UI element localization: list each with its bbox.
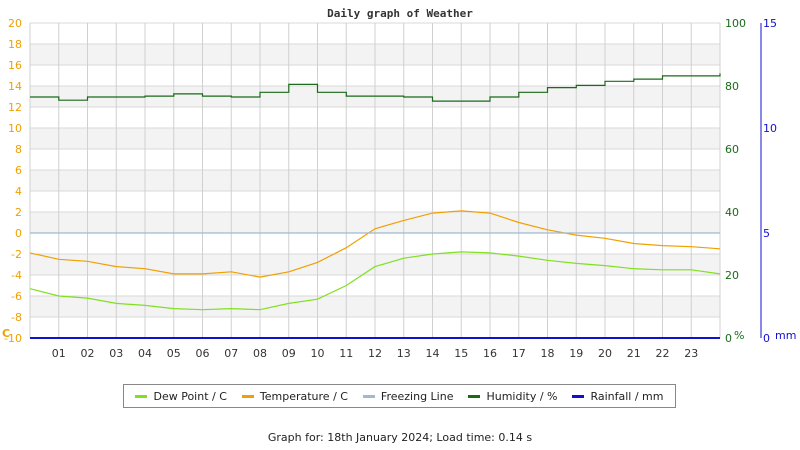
svg-text:2: 2: [15, 206, 22, 219]
legend-item-freezing-line: Freezing Line: [362, 389, 454, 403]
series-line: [29, 251, 721, 311]
svg-text:22: 22: [656, 347, 670, 360]
chart-title: Daily graph of Weather: [327, 7, 473, 20]
svg-text:-10: -10: [4, 332, 22, 345]
svg-text:12: 12: [8, 101, 22, 114]
svg-text:04: 04: [138, 347, 152, 360]
legend-label: Temperature / C: [259, 389, 348, 403]
chart-legend: Dew Point / C Temperature / C Freezing L…: [123, 384, 676, 408]
legend-swatch-temperature: [241, 394, 254, 398]
legend-label: Humidity / %: [486, 389, 558, 403]
svg-text:20: 20: [598, 347, 612, 360]
svg-text:02: 02: [81, 347, 95, 360]
svg-text:18: 18: [541, 347, 555, 360]
legend-label: Freezing Line: [380, 389, 454, 403]
svg-text:20: 20: [725, 269, 739, 282]
svg-text:12: 12: [368, 347, 382, 360]
legend-swatch-rainfall: [572, 394, 585, 398]
legend-item-temperature: Temperature / C: [241, 389, 348, 403]
svg-text:mm: mm: [775, 329, 796, 342]
legend-swatch-freezing-line: [362, 394, 375, 398]
svg-text:60: 60: [725, 143, 739, 156]
svg-text:14: 14: [426, 347, 440, 360]
svg-text:18: 18: [8, 38, 22, 51]
plot-series: [29, 73, 721, 339]
svg-text:03: 03: [109, 347, 123, 360]
svg-text:01: 01: [52, 347, 66, 360]
svg-text:05: 05: [167, 347, 181, 360]
svg-text:10: 10: [311, 347, 325, 360]
svg-text:-8: -8: [11, 311, 22, 324]
svg-text:15: 15: [454, 347, 468, 360]
svg-text:19: 19: [569, 347, 583, 360]
legend-swatch-humidity: [468, 394, 481, 398]
svg-text:13: 13: [397, 347, 411, 360]
svg-text:40: 40: [725, 206, 739, 219]
svg-text:10: 10: [763, 122, 777, 135]
svg-text:23: 23: [684, 347, 698, 360]
svg-text:C: C: [2, 327, 10, 340]
weather-chart: Daily graph of Weather 20181614121086420…: [2, 7, 796, 360]
svg-text:09: 09: [282, 347, 296, 360]
graph-footer: Graph for: 18th January 2024; Load time:…: [267, 431, 533, 444]
svg-text:16: 16: [8, 59, 22, 72]
series-line: [30, 73, 721, 102]
svg-text:17: 17: [512, 347, 526, 360]
legend-item-rainfall: Rainfall / mm: [572, 390, 663, 403]
legend-swatch-dew-point: [135, 394, 148, 398]
svg-text:08: 08: [253, 347, 267, 360]
svg-text:07: 07: [224, 347, 238, 360]
svg-text:16: 16: [483, 347, 497, 360]
svg-text:0: 0: [763, 332, 770, 345]
svg-text:-2: -2: [11, 248, 22, 261]
legend-item-humidity: Humidity / %: [468, 390, 557, 403]
legend-item-dew-point: Dew Point / C: [135, 389, 227, 403]
svg-text:-6: -6: [11, 290, 22, 303]
svg-text:06: 06: [196, 347, 210, 360]
legend-label: Dew Point / C: [153, 389, 227, 403]
svg-text:10: 10: [8, 122, 22, 135]
legend-label: Rainfall / mm: [590, 389, 664, 403]
svg-text:11: 11: [339, 347, 353, 360]
svg-text:100: 100: [725, 17, 746, 30]
series-line: [29, 210, 721, 278]
svg-text:8: 8: [15, 143, 22, 156]
svg-text:%: %: [734, 329, 744, 342]
svg-text:21: 21: [627, 347, 641, 360]
svg-text:6: 6: [15, 164, 22, 177]
svg-text:0: 0: [15, 227, 22, 240]
plot-axes: 20181614121086420-2-4-6-8-10C10080604020…: [2, 17, 796, 360]
svg-text:20: 20: [8, 17, 22, 30]
svg-text:0: 0: [725, 332, 732, 345]
svg-text:80: 80: [725, 80, 739, 93]
svg-text:-4: -4: [11, 269, 22, 282]
svg-text:15: 15: [763, 17, 777, 30]
svg-text:5: 5: [763, 227, 770, 240]
svg-text:14: 14: [8, 80, 22, 93]
svg-text:4: 4: [15, 185, 22, 198]
